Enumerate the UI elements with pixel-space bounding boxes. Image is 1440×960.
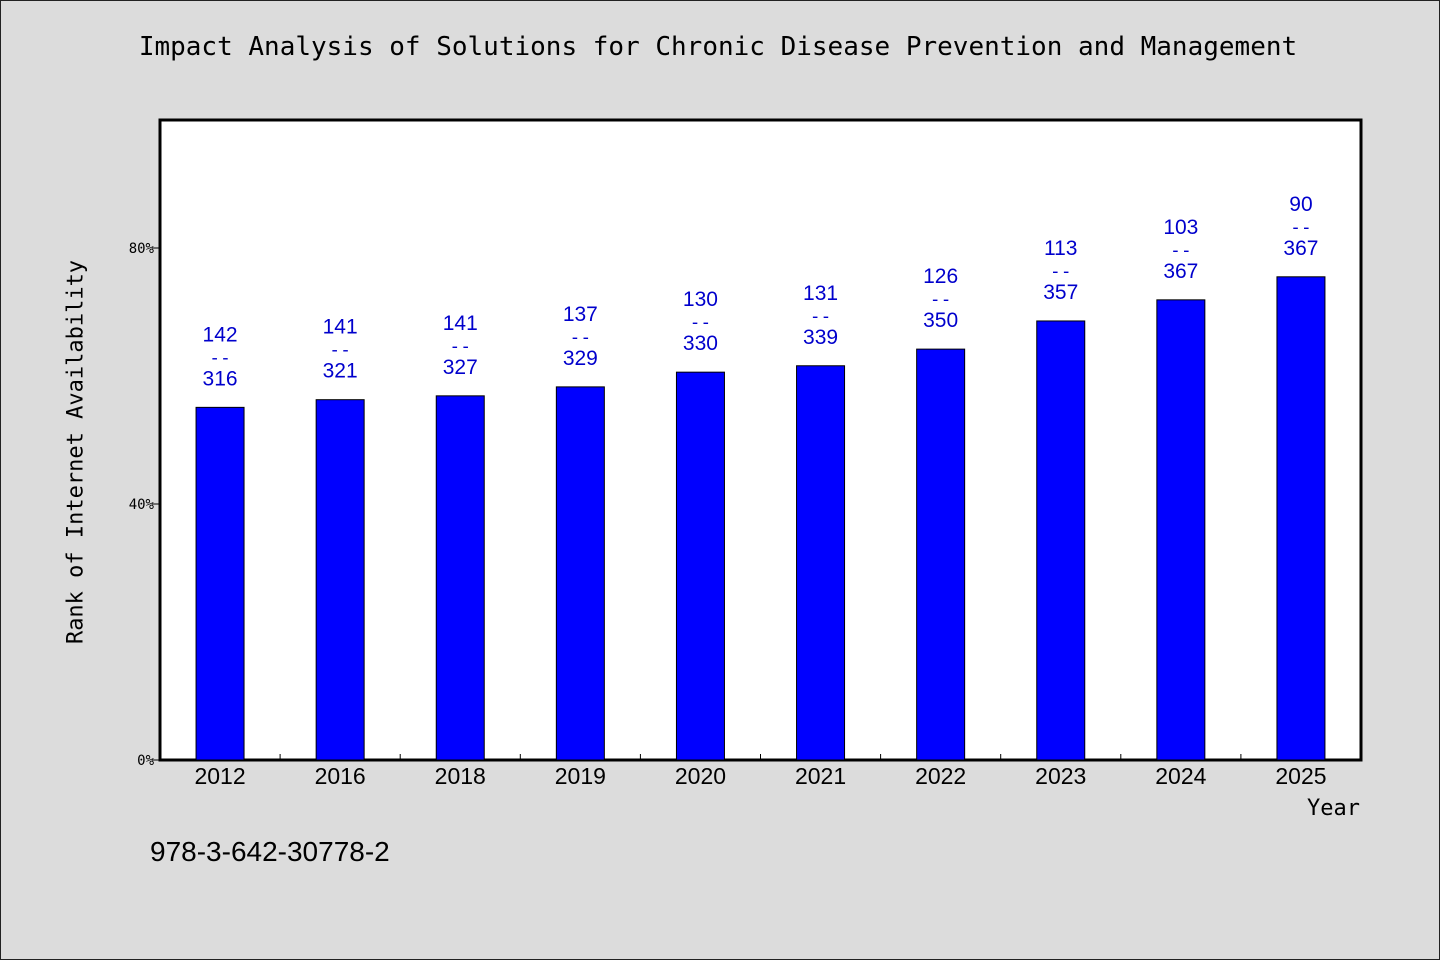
data-label-top: 130 [683,288,718,311]
bar [1276,276,1326,761]
data-label-top: 141 [443,312,478,335]
bar [435,395,485,761]
data-label-bottom: 316 [203,367,238,390]
data-label-separator: -- [209,347,231,368]
y-tick-label: 0% [137,753,154,769]
data-label-separator: -- [329,340,351,361]
x-tick-label: 2022 [915,763,966,789]
x-tick-label: 2016 [315,763,366,789]
bar [916,348,966,761]
y-tick-label: 40% [129,497,155,513]
data-label-bottom: 329 [563,347,598,370]
data-label-top: 90 [1289,193,1312,216]
data-label-bottom: 330 [683,332,718,355]
x-tick-label: 2012 [194,763,245,789]
x-tick-label: 2018 [435,763,486,789]
x-tick-label: 2024 [1155,763,1206,789]
data-label-bottom: 350 [923,309,958,332]
y-tick-label: 80% [129,241,155,257]
x-axis-label: Year [1307,796,1360,821]
data-label-separator: -- [810,306,832,327]
data-label-top: 131 [803,282,838,305]
x-tick-label: 2023 [1035,763,1086,789]
bar [195,406,245,761]
bar [796,365,846,761]
data-label-bottom: 367 [1163,260,1198,283]
data-label-separator: -- [930,289,952,310]
data-label-separator: -- [570,327,592,348]
x-tick-label: 2021 [795,763,846,789]
data-label-top: 103 [1163,216,1198,239]
data-label-top: 113 [1044,237,1077,260]
data-label-bottom: 321 [323,360,358,383]
x-tick-label: 2025 [1275,763,1326,789]
x-tick-label: 2019 [555,763,606,789]
chart-title: Impact Analysis of Solutions for Chronic… [138,32,1298,62]
data-label-top: 141 [323,316,358,339]
data-label-bottom: 367 [1283,237,1318,260]
data-label-separator: -- [449,336,471,357]
data-label-top: 137 [563,303,598,326]
data-label-separator: -- [690,312,712,333]
data-label-top: 142 [203,323,238,346]
bar [315,399,365,761]
bar [555,386,605,761]
data-label-top: 126 [923,265,958,288]
data-label-separator: -- [1290,217,1312,238]
bar [1036,320,1086,761]
isbn-footnote: 978-3-642-30778-2 [150,836,390,867]
bar [1156,299,1206,761]
data-label-bottom: 339 [803,326,838,349]
data-label-bottom: 357 [1043,281,1078,304]
x-tick-label: 2020 [675,763,726,789]
bar [675,371,725,761]
data-label-separator: -- [1170,240,1192,261]
data-label-separator: -- [1050,261,1072,282]
data-label-bottom: 327 [443,356,478,379]
